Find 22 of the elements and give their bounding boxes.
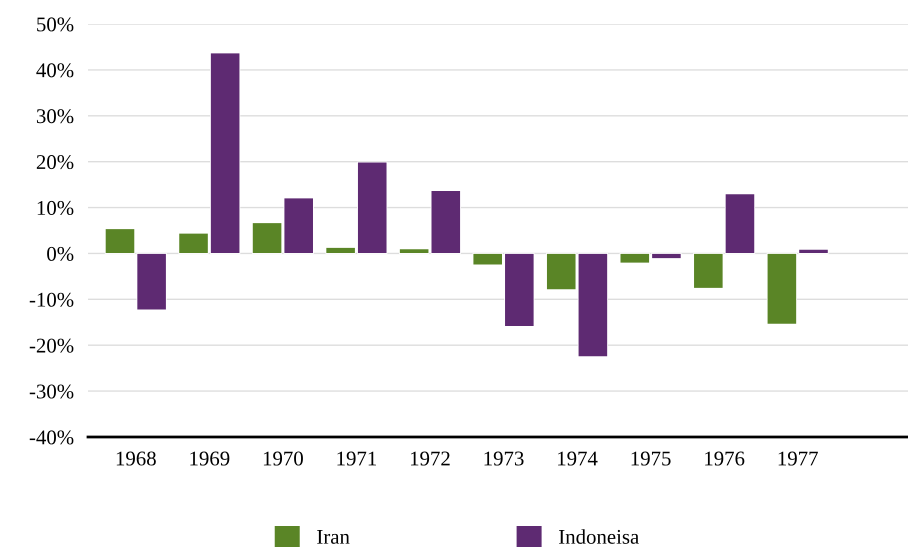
x-tick-label: 1969 bbox=[190, 452, 230, 466]
x-tick-label: 1976 bbox=[705, 452, 744, 466]
x-tick-label: 1970 bbox=[264, 451, 303, 466]
y-tick-label: -40% bbox=[30, 430, 74, 444]
y-tick-label: 0% bbox=[47, 246, 74, 261]
x-tick-label: 1973 bbox=[484, 452, 524, 466]
y-tick-label: -10% bbox=[30, 292, 74, 307]
x-tick-label: 1974 bbox=[558, 452, 598, 466]
x-tick-label: 1968 bbox=[116, 451, 156, 466]
y-tick-label: 30% bbox=[36, 109, 74, 124]
y-tick-label: 20% bbox=[36, 155, 74, 170]
legend-label: Iran bbox=[317, 530, 350, 544]
x-tick-label: 1977 bbox=[778, 452, 818, 466]
x-tick-label: 1971 bbox=[337, 452, 376, 466]
y-tick-label: 40% bbox=[36, 63, 74, 78]
x-tick-label: 1975 bbox=[632, 452, 671, 466]
y-tick-label: -30% bbox=[30, 384, 74, 399]
y-tick-label: -20% bbox=[30, 338, 74, 353]
legend-label: Indoneisa bbox=[559, 529, 639, 544]
y-tick-label: 50% bbox=[37, 17, 74, 32]
y-tick-label: 10% bbox=[38, 200, 74, 216]
x-tick-label: 1972 bbox=[410, 452, 450, 466]
